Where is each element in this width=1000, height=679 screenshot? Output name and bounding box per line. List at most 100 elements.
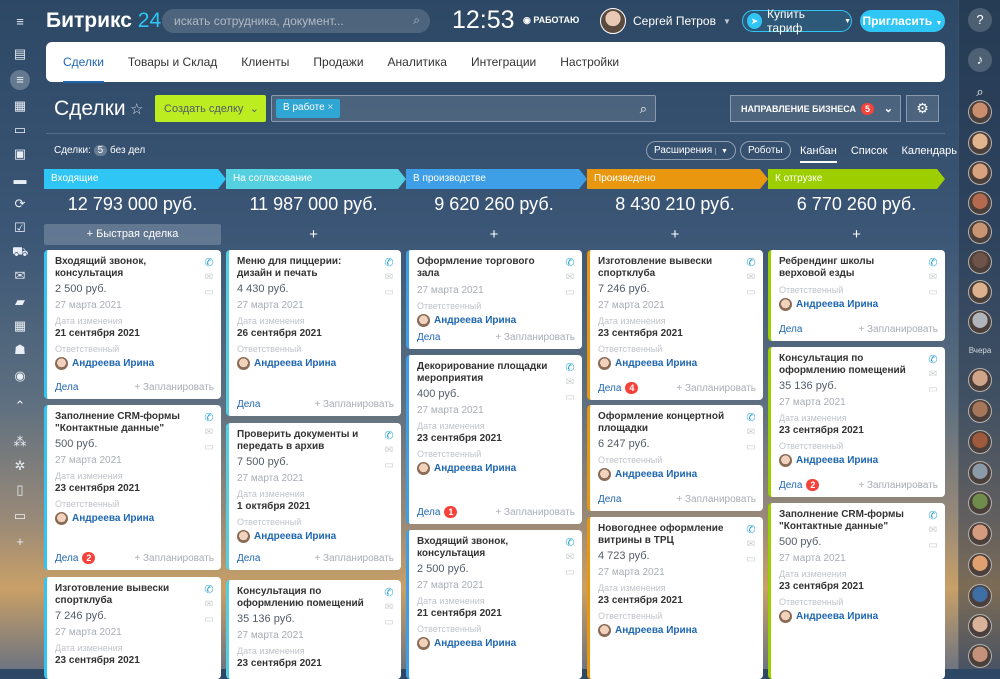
tasks-link[interactable]: Дела 2 xyxy=(55,552,96,564)
avatar[interactable] xyxy=(968,399,992,423)
avatar[interactable] xyxy=(968,584,992,608)
group-icon[interactable]: ☗ xyxy=(14,342,26,357)
deal-card[interactable]: Меню для пиццерии: дизайн и печать 4 430 … xyxy=(226,250,401,416)
sync-icon[interactable]: ⟳ xyxy=(14,196,26,211)
chat-icon[interactable]: ▭ xyxy=(204,614,214,625)
crm-icon[interactable]: ≡ xyxy=(10,70,30,90)
deal-title[interactable]: Консультация по оформлению помещений xyxy=(237,586,364,609)
chat-icon[interactable]: ▭ xyxy=(204,287,214,298)
phone-icon[interactable]: ✆ xyxy=(384,430,394,442)
work-status-button[interactable]: ◉ РАБОТАЮ xyxy=(523,15,580,25)
deal-title[interactable]: Ребрендинг школы верховой езды xyxy=(779,256,875,279)
tasks-link[interactable]: Дела 4 xyxy=(598,382,639,394)
tasks-link[interactable]: Дела 1 xyxy=(417,506,458,518)
chat-icon[interactable]: ▭ xyxy=(928,540,938,551)
plan-button[interactable]: + Запланировать xyxy=(676,382,756,394)
chat-icon[interactable]: ▭ xyxy=(384,287,394,298)
chat-icon[interactable]: ▭ xyxy=(565,567,575,578)
help-icon[interactable]: ? xyxy=(968,8,992,32)
plan-button[interactable]: + Запланировать xyxy=(495,506,575,518)
invite-button[interactable]: Пригласить ▼ xyxy=(860,10,945,32)
tasks-link[interactable]: Дела xyxy=(55,382,78,393)
deal-card[interactable]: Изготовление вывески спортклуба 7 246 руб… xyxy=(587,250,763,400)
plus-icon[interactable]: + xyxy=(16,534,24,549)
mail-icon[interactable]: ✉ xyxy=(14,268,26,283)
plan-button[interactable]: + Запланировать xyxy=(314,399,394,410)
tasks-link[interactable]: Дела xyxy=(598,494,621,505)
tasks-link[interactable]: Дела 2 xyxy=(779,479,820,491)
sitemap-icon[interactable]: ⁂ xyxy=(13,434,27,449)
deal-title[interactable]: Входящий звонок, консультация xyxy=(417,536,509,559)
mail-icon[interactable]: ✉ xyxy=(384,602,394,613)
mail-icon[interactable]: ✉ xyxy=(204,427,214,438)
deal-card[interactable]: Проверить документы и передать в архив 7 … xyxy=(226,423,401,570)
phone-icon[interactable]: ✆ xyxy=(384,587,394,599)
tasks-link[interactable]: Дела xyxy=(779,324,802,335)
responsible-person[interactable]: Андреева Ирина xyxy=(779,454,937,467)
phone-icon[interactable]: ▯ xyxy=(16,482,24,497)
stage-header[interactable]: Входящие xyxy=(44,169,226,189)
deal-card[interactable]: Консультация по оформлению помещений 35 1… xyxy=(226,580,401,679)
phone-icon[interactable]: ✆ xyxy=(746,412,756,424)
phone-icon[interactable]: ✆ xyxy=(928,510,938,522)
close-icon[interactable]: × xyxy=(327,102,334,113)
avatar[interactable] xyxy=(968,310,992,334)
chat-icon[interactable]: ▭ xyxy=(384,460,394,471)
quick-deal-button[interactable]: + Быстрая сделка xyxy=(44,224,221,245)
deal-counter[interactable]: Сделки: 5 без дел xyxy=(54,145,145,156)
phone-icon[interactable]: ✆ xyxy=(204,412,214,424)
responsible-person[interactable]: Андреева Ирина xyxy=(779,298,937,311)
deal-card[interactable]: Оформление торгового зала 27 марта 2021 От… xyxy=(406,250,582,349)
mail-icon[interactable]: ✉ xyxy=(928,525,938,536)
responsible-person[interactable]: Андреева Ирина xyxy=(237,357,393,370)
view-list[interactable]: Список xyxy=(850,145,888,157)
contacts-icon[interactable]: ▣ xyxy=(13,146,27,161)
phone-icon[interactable]: ✆ xyxy=(928,257,938,269)
phone-icon[interactable]: ✆ xyxy=(565,257,575,269)
view-calendar[interactable]: Календарь xyxy=(901,145,957,157)
menu-icon[interactable]: ≡ xyxy=(16,14,24,29)
tab-4[interactable]: Аналитика xyxy=(387,55,447,69)
mail-icon[interactable]: ✉ xyxy=(928,369,938,380)
business-direction-button[interactable]: НАПРАВЛЕНИЕ БИЗНЕСА 5 ⌄ xyxy=(730,95,901,122)
deal-card[interactable]: Декорирование площадки мероприятия 400 ру… xyxy=(406,355,582,524)
plan-button[interactable]: + Запланировать xyxy=(676,494,756,505)
tasks-link[interactable]: Дела xyxy=(237,399,260,410)
settings-button[interactable]: ⚙ xyxy=(906,95,939,122)
plan-button[interactable]: + Запланировать xyxy=(134,552,214,564)
deal-card[interactable]: Заполнение CRM-формы "Контактные данные"… xyxy=(768,503,945,679)
deal-card[interactable]: Входящий звонок, консультация 2 500 руб. 2… xyxy=(44,250,221,399)
search-input[interactable]: искать сотрудника, документ... ⌕ xyxy=(162,9,430,33)
responsible-person[interactable]: Андреева Ирина xyxy=(417,314,574,327)
plan-button[interactable]: + Запланировать xyxy=(858,324,938,335)
tab-0[interactable]: Сделки xyxy=(63,55,104,83)
stage-header[interactable]: На согласование xyxy=(226,169,406,189)
mail-icon[interactable]: ✉ xyxy=(565,552,575,563)
tasks-link[interactable]: Дела xyxy=(237,553,260,564)
check-icon[interactable]: ☑ xyxy=(14,220,26,235)
avatar[interactable] xyxy=(968,220,992,244)
tab-2[interactable]: Клиенты xyxy=(241,55,290,69)
feed-icon[interactable]: ▤ xyxy=(13,46,27,61)
tab-6[interactable]: Настройки xyxy=(560,55,620,69)
add-deal-button[interactable]: + xyxy=(670,226,680,243)
avatar[interactable] xyxy=(968,522,992,546)
chat-icon[interactable]: ▰ xyxy=(15,294,25,309)
avatar[interactable] xyxy=(968,131,992,155)
deal-card[interactable]: Заполнение CRM-формы "Контактные данные"… xyxy=(44,405,221,570)
up-icon[interactable]: ⌃ xyxy=(14,398,26,413)
avatar[interactable] xyxy=(968,553,992,577)
create-deal-button[interactable]: Создать сделку ⌄ xyxy=(155,95,266,122)
filter-input[interactable]: В работе × ⌕ xyxy=(271,95,656,122)
deal-title[interactable]: Изготовление вывески спортклуба xyxy=(55,583,170,606)
chat-icon[interactable]: ▭ xyxy=(204,442,214,453)
stage-header[interactable]: В производстве xyxy=(406,169,587,189)
responsible-person[interactable]: Андреева Ирина xyxy=(598,624,755,637)
user-menu[interactable]: Сергей Петров ▼ xyxy=(600,8,731,34)
plan-button[interactable]: + Запланировать xyxy=(314,553,394,564)
avatar[interactable] xyxy=(968,491,992,515)
star-icon[interactable]: ☆ xyxy=(130,101,144,118)
tab-5[interactable]: Интеграции xyxy=(470,55,537,69)
phone-icon[interactable]: ✆ xyxy=(204,584,214,596)
avatar[interactable] xyxy=(968,100,992,124)
